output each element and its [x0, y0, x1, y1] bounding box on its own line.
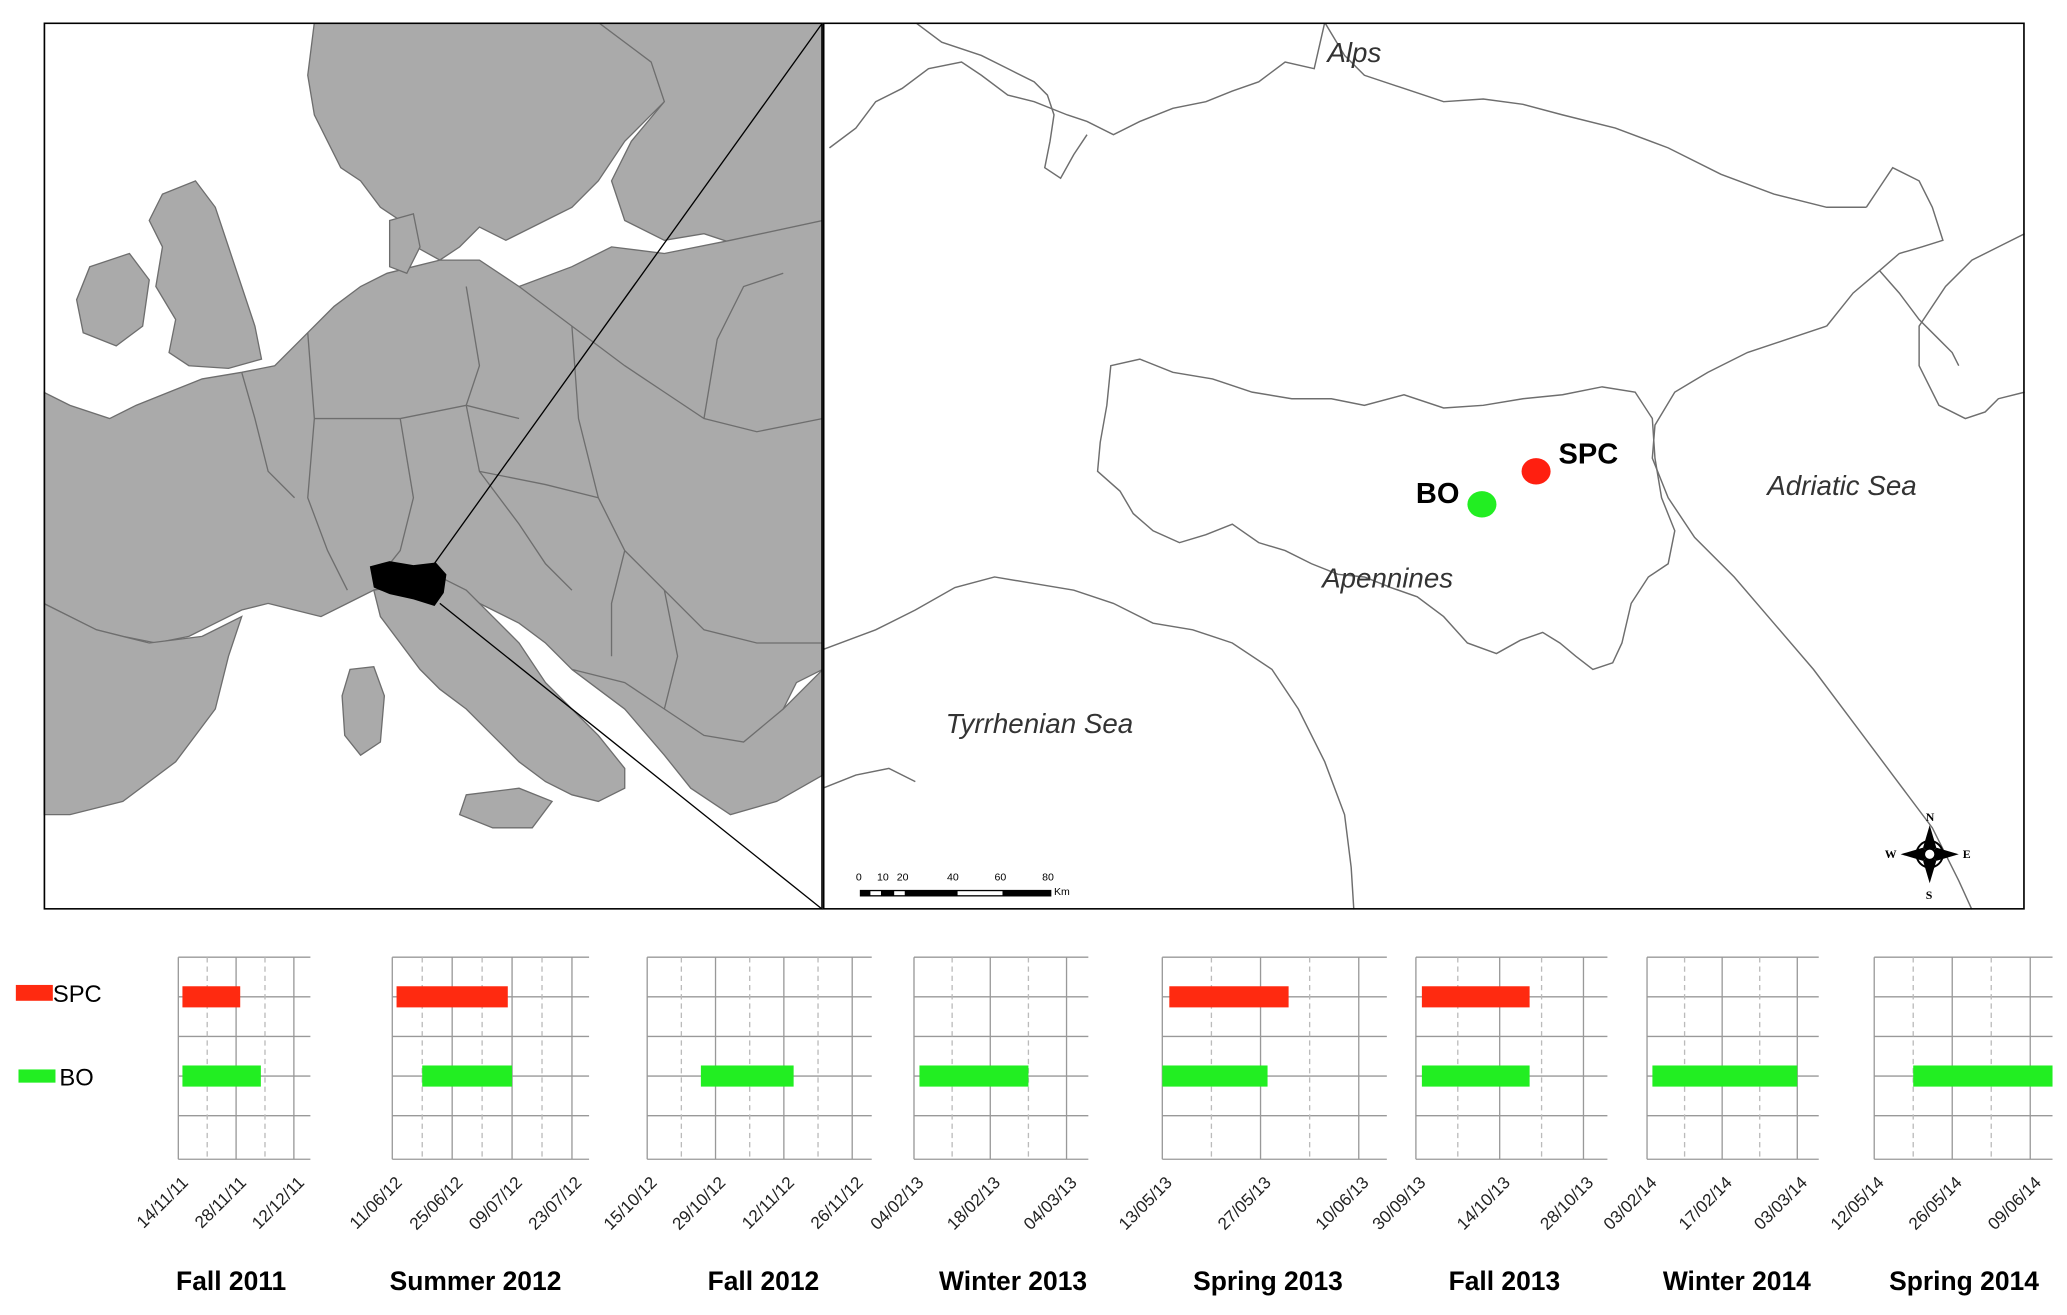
season-title: Fall 2011 — [176, 1267, 287, 1297]
britain-landmass — [148, 180, 263, 370]
gantt-bar-bo — [1652, 1065, 1798, 1087]
coastlines — [822, 22, 2025, 910]
site-marker-spc — [1521, 458, 1551, 485]
season-title: Fall 2012 — [707, 1267, 820, 1297]
season-title: Winter 2014 — [1662, 1267, 1811, 1297]
emilia-romagna-outline — [1096, 358, 1676, 671]
scale-bar: 0 10 20 40 60 80 Km — [856, 872, 1070, 899]
gantt-bar-spc — [182, 986, 241, 1008]
legend-swatch-spc — [15, 984, 53, 1001]
gantt-bar-bo — [422, 1065, 513, 1087]
denmark-landmass — [388, 213, 421, 275]
legend-label-bo: BO — [59, 1064, 94, 1091]
svg-text:N: N — [1926, 810, 1935, 824]
scale-tick-20: 20 — [897, 872, 909, 884]
balkans-landmass — [571, 668, 823, 816]
season-title: Spring 2013 — [1193, 1267, 1343, 1297]
svg-text:S: S — [1926, 888, 1933, 902]
iberia-landmass — [43, 602, 243, 816]
svg-text:E: E — [1963, 847, 1971, 861]
europe-map — [43, 22, 823, 910]
region-map-frame — [822, 22, 2025, 910]
sardinia-landmass — [341, 666, 386, 757]
season-title: Spring 2014 — [1889, 1267, 2039, 1297]
svg-text:W: W — [1885, 847, 1897, 861]
site-label-bo: BO — [1416, 478, 1460, 510]
zoom-line-bottom — [439, 602, 823, 910]
italy-landmass — [372, 576, 626, 803]
season-title: Summer 2012 — [389, 1267, 562, 1297]
finland-landmass — [597, 22, 823, 274]
legend-label-spc: SPC — [52, 980, 102, 1008]
label-tyrrhenian: Tyrrhenian Sea — [946, 708, 1133, 739]
istria-coast — [1878, 270, 1960, 367]
gantt-bar-bo — [700, 1065, 794, 1087]
gantt-bar-spc — [396, 986, 508, 1008]
scale-tick-0: 0 — [856, 872, 862, 884]
legend-swatch-bo — [18, 1069, 56, 1083]
zoom-line-top — [432, 22, 823, 566]
sicily-landmass — [458, 787, 554, 829]
label-adriatic: Adriatic Sea — [1765, 470, 1916, 501]
label-alps: Alps — [1325, 37, 1381, 68]
site-marker-bo — [1467, 491, 1497, 518]
label-apennines: Apennines — [1320, 563, 1453, 594]
site-label-spc: SPC — [1559, 438, 1619, 470]
gantt-bar-bo — [1913, 1065, 2053, 1087]
gantt-bar-bo — [182, 1065, 261, 1087]
gantt-bar-spc — [1421, 986, 1530, 1008]
region-map: Alps Adriatic Sea Apennines Tyrrhenian S… — [822, 22, 2025, 910]
europe-map-frame — [43, 22, 823, 910]
scale-tick-60: 60 — [995, 872, 1007, 884]
season-title: Winter 2013 — [939, 1267, 1088, 1297]
gantt-bar-bo — [1162, 1065, 1268, 1087]
season-title: Fall 2013 — [1448, 1267, 1561, 1297]
north-arrow-icon: N S E W — [1885, 810, 1971, 902]
scale-unit: Km — [1054, 886, 1070, 898]
gantt-bar-bo — [919, 1065, 1029, 1087]
gantt-bar-bo — [1421, 1065, 1530, 1087]
scale-tick-80: 80 — [1042, 872, 1054, 884]
country-borders — [241, 272, 823, 710]
region-map-background — [822, 22, 2025, 910]
study-region-highlight — [369, 561, 447, 607]
gantt-bar-spc — [1169, 986, 1289, 1008]
ireland-landmass — [75, 252, 150, 347]
scale-tick-10: 10 — [877, 872, 889, 884]
scale-tick-40: 40 — [947, 872, 959, 884]
